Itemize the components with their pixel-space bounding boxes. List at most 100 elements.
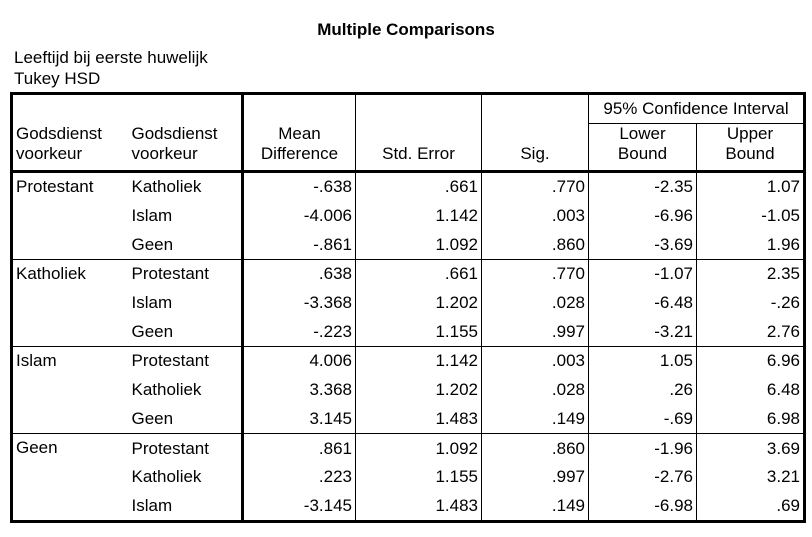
compare-label: Geen xyxy=(128,404,244,435)
group-label: Katholiek xyxy=(10,259,129,348)
method-label: Tukey HSD xyxy=(14,69,101,88)
table-row: Geen -.223 1.155 .997 -3.21 2.76 xyxy=(12,317,807,348)
lower-bound-cell: -2.76 xyxy=(588,462,697,492)
group-label: Protestant xyxy=(10,171,129,261)
std-error-cell: 1.092 xyxy=(355,230,482,261)
header-sig: Sig. xyxy=(481,92,589,173)
upper-bound-cell: 6.48 xyxy=(695,375,807,405)
lower-bound-cell: -6.96 xyxy=(588,201,697,231)
compare-label: Katholiek xyxy=(128,462,244,492)
table-title: Multiple Comparisons xyxy=(317,20,495,39)
header-godsdienst-1-line1: Godsdienst xyxy=(16,124,102,143)
lower-bound-cell: -6.48 xyxy=(588,288,697,318)
table-row: Islam -3.145 1.483 .149 -6.98 .69 xyxy=(12,491,807,524)
upper-bound-cell: .69 xyxy=(695,491,807,524)
lower-bound-cell: -3.69 xyxy=(588,230,697,261)
compare-label: Islam xyxy=(128,288,244,318)
table-row: Geen Protestant .861 1.092 .860 -1.96 3.… xyxy=(10,433,807,524)
header-godsdienst-2: Godsdienst voorkeur xyxy=(128,92,244,173)
std-error-cell: .661 xyxy=(355,259,482,289)
mean-difference-cell: .223 xyxy=(318,467,352,487)
sig-cell: .149 xyxy=(481,491,589,524)
group-label: Geen xyxy=(10,433,129,524)
sig-cell: .003 xyxy=(481,346,589,376)
group-label: Islam xyxy=(10,346,129,435)
header-upper-bound: Upper Bound xyxy=(695,123,807,173)
table-row: Islam Protestant 4.006 1.142 .003 1.05 6… xyxy=(10,346,807,435)
sig-cell: .003 xyxy=(481,201,589,231)
compare-label: Protestant xyxy=(128,346,244,376)
lower-bound-cell: .26 xyxy=(588,375,697,405)
sig-cell: .770 xyxy=(481,171,589,202)
dependent-variable-label: Leeftijd bij eerste huwelijk xyxy=(14,48,208,67)
upper-bound-cell: 3.69 xyxy=(695,433,807,463)
lower-bound-cell: -3.21 xyxy=(588,317,697,348)
header-mean-difference: Mean Difference xyxy=(242,92,356,173)
mean-difference-cell: -.638 xyxy=(313,177,352,197)
header-lower-bound: Lower Bound xyxy=(588,123,697,173)
header-godsdienst-2-line2: voorkeur xyxy=(131,144,198,163)
lower-bound-cell: -.69 xyxy=(588,404,697,435)
mean-difference-cell: -4.006 xyxy=(303,206,352,226)
mean-difference-cell: .638 xyxy=(318,264,352,284)
lower-bound-cell: -6.98 xyxy=(588,491,697,524)
sig-cell: .770 xyxy=(481,259,589,289)
table-row: Geen 3.145 1.483 .149 -.69 6.98 xyxy=(12,404,807,435)
mean-difference-cell: -.223 xyxy=(242,317,356,348)
table-row: Katholiek 3.368 1.202 .028 .26 6.48 xyxy=(12,375,807,405)
table-row: Katholiek .223 1.155 .997 -2.76 3.21 xyxy=(12,462,807,492)
upper-bound-cell: 6.96 xyxy=(695,346,807,376)
table-row: Katholiek Protestant .638 .661 .770 -1.0… xyxy=(10,259,807,348)
header-godsdienst-1: Godsdienst voorkeur xyxy=(10,92,129,173)
std-error-cell: 1.092 xyxy=(355,433,482,463)
mean-difference-cell: -3.368 xyxy=(303,293,352,313)
header-lower-bound-line2: Bound xyxy=(617,144,668,163)
sig-cell: .028 xyxy=(481,288,589,318)
header-row-bounds: Lower Bound Upper Bound xyxy=(12,123,807,173)
header-std-error: Std. Error xyxy=(355,92,482,173)
header-mean-difference-line2: Difference xyxy=(260,144,339,163)
std-error-cell: 1.483 xyxy=(355,491,482,524)
lower-bound-cell: -1.07 xyxy=(588,259,697,289)
header-mean-difference-line1: Mean xyxy=(278,124,321,143)
upper-bound-cell: 3.21 xyxy=(695,462,807,492)
header-godsdienst-1-line2: voorkeur xyxy=(16,144,83,163)
sig-cell: .860 xyxy=(481,230,589,261)
compare-label: Islam xyxy=(128,491,244,524)
mean-difference-cell: 3.368 xyxy=(309,380,352,400)
sig-cell: .028 xyxy=(481,375,589,405)
table-row: Protestant Katholiek -.638 .661 .770 -2.… xyxy=(10,171,807,261)
mean-difference-cell: -3.145 xyxy=(242,491,356,524)
table-row: Geen -.861 1.092 .860 -3.69 1.96 xyxy=(12,230,807,261)
compare-label: Islam xyxy=(128,201,244,231)
table-row: Islam -4.006 1.142 .003 -6.96 -1.05 xyxy=(12,201,807,231)
upper-bound-cell: 1.96 xyxy=(695,230,807,261)
lower-bound-cell: -1.96 xyxy=(588,433,697,463)
upper-bound-cell: 1.07 xyxy=(695,171,807,202)
upper-bound-cell: 2.76 xyxy=(695,317,807,348)
multiple-comparisons-table: Godsdienst voorkeur Godsdienst voorkeur … xyxy=(10,92,807,524)
compare-label: Katholiek xyxy=(128,171,244,202)
header-lower-bound-line1: Lower xyxy=(619,124,666,143)
sig-cell: .997 xyxy=(481,317,589,348)
std-error-cell: 1.155 xyxy=(355,462,482,492)
std-error-cell: .661 xyxy=(355,171,482,202)
compare-label: Geen xyxy=(128,230,244,261)
sig-cell: .997 xyxy=(481,462,589,492)
mean-difference-cell: -.861 xyxy=(242,230,356,261)
compare-label: Protestant xyxy=(128,433,244,463)
upper-bound-cell: 6.98 xyxy=(695,404,807,435)
std-error-cell: 1.142 xyxy=(355,346,482,376)
mean-difference-cell: .861 xyxy=(318,438,352,458)
lower-bound-cell: 1.05 xyxy=(588,346,697,376)
lower-bound-cell: -2.35 xyxy=(588,171,697,202)
sig-cell: .149 xyxy=(481,404,589,435)
mean-difference-cell: 4.006 xyxy=(309,351,352,371)
header-confidence-interval: 95% Confidence Interval xyxy=(587,92,807,124)
sig-cell: .860 xyxy=(481,433,589,463)
compare-label: Protestant xyxy=(128,259,244,289)
std-error-cell: 1.483 xyxy=(355,404,482,435)
std-error-cell: 1.202 xyxy=(355,375,482,405)
mean-difference-cell: 3.145 xyxy=(242,404,356,435)
upper-bound-cell: 2.35 xyxy=(695,259,807,289)
